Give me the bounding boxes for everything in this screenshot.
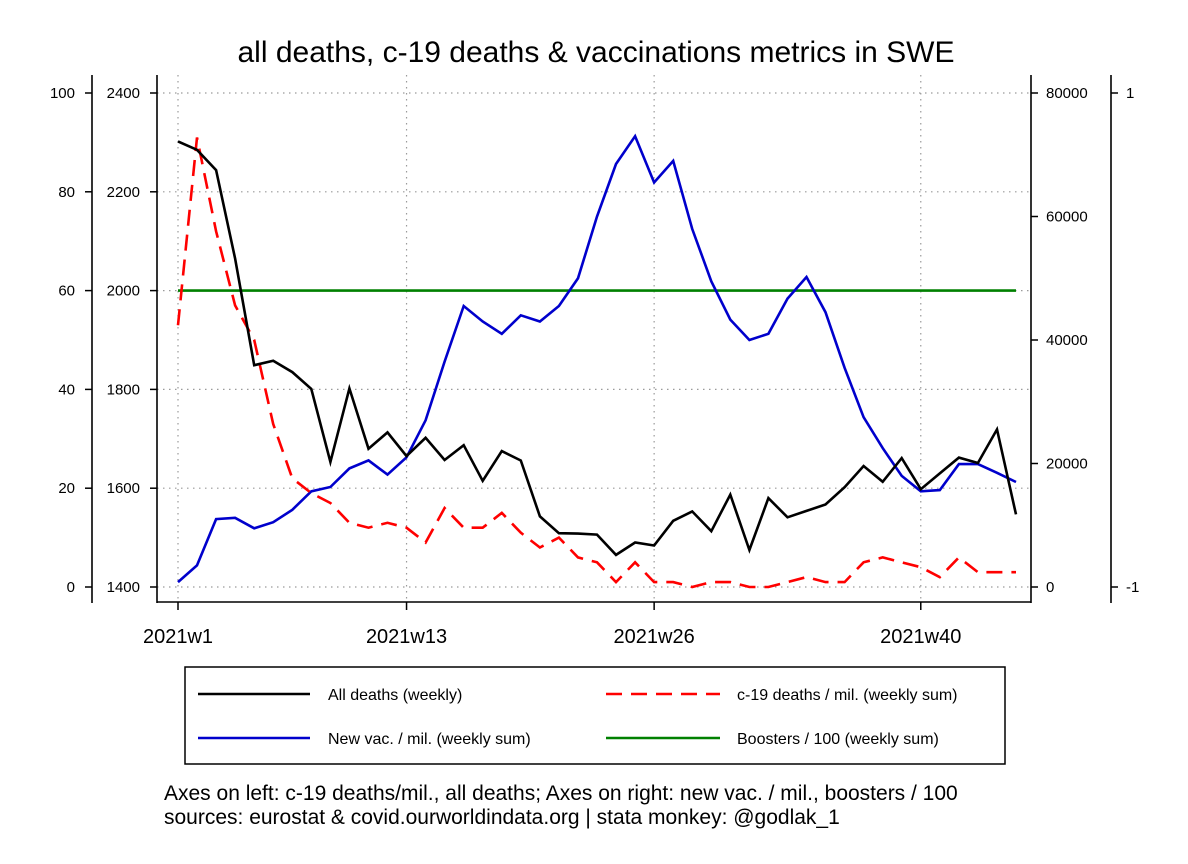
axes: 0 20 40 60 80 100 1400 1600 1800 2000 2200 2400 0 200… xyxy=(50,75,1139,648)
ytick-label-left_inner: 2200 xyxy=(107,184,140,201)
grid xyxy=(157,75,1031,602)
xtick-label: 2021w13 xyxy=(366,626,447,648)
ytick-label-left_inner: 1800 xyxy=(107,381,140,398)
legend-box xyxy=(184,666,1006,765)
legend: All deaths (weekly) c-19 deaths / mil. (w… xyxy=(184,666,1006,765)
ytick-label-right_inner: 40000 xyxy=(1046,332,1088,349)
ytick-label-left_outer: 100 xyxy=(50,85,75,102)
ytick-label-left_outer: 60 xyxy=(58,283,75,300)
note-axes: Axes on left: c-19 deaths/mil., all deat… xyxy=(164,782,958,805)
legend-label: New vac. / mil. (weekly sum) xyxy=(328,731,531,748)
legend-label: Boosters / 100 (weekly sum) xyxy=(737,731,939,748)
legend-label: All deaths (weekly) xyxy=(328,687,462,704)
ytick-label-left_inner: 1600 xyxy=(107,480,140,497)
xtick-label: 2021w1 xyxy=(143,626,213,648)
ytick-label-right_inner: 80000 xyxy=(1046,85,1088,102)
series-line-0 xyxy=(177,140,1018,557)
ytick-label-left_outer: 20 xyxy=(58,480,75,497)
note-sources: sources: eurostat & covid.ourworldindata… xyxy=(164,806,840,829)
ytick-label-right_outer: -1 xyxy=(1126,579,1139,596)
ytick-label-left_inner: 2000 xyxy=(107,283,140,300)
ytick-label-left_outer: 80 xyxy=(58,184,75,201)
series-line-1 xyxy=(176,137,1016,589)
series-line-2 xyxy=(177,133,1017,584)
ytick-label-left_inner: 1400 xyxy=(107,579,140,596)
xtick-label: 2021w40 xyxy=(880,626,961,648)
ytick-label-left_outer: 40 xyxy=(58,381,75,398)
xtick-label: 2021w26 xyxy=(614,626,695,648)
ytick-label-right_outer: 1 xyxy=(1126,85,1134,102)
series-lines xyxy=(176,133,1018,589)
chart-title: all deaths, c-19 deaths & vaccinations m… xyxy=(238,36,955,69)
ytick-label-right_inner: 20000 xyxy=(1046,456,1088,473)
ytick-label-right_inner: 0 xyxy=(1046,579,1054,596)
ytick-label-right_inner: 60000 xyxy=(1046,209,1088,226)
ytick-label-left_outer: 0 xyxy=(67,579,75,596)
ytick-label-left_inner: 2400 xyxy=(107,85,140,102)
legend-label: c-19 deaths / mil. (weekly sum) xyxy=(737,687,958,704)
